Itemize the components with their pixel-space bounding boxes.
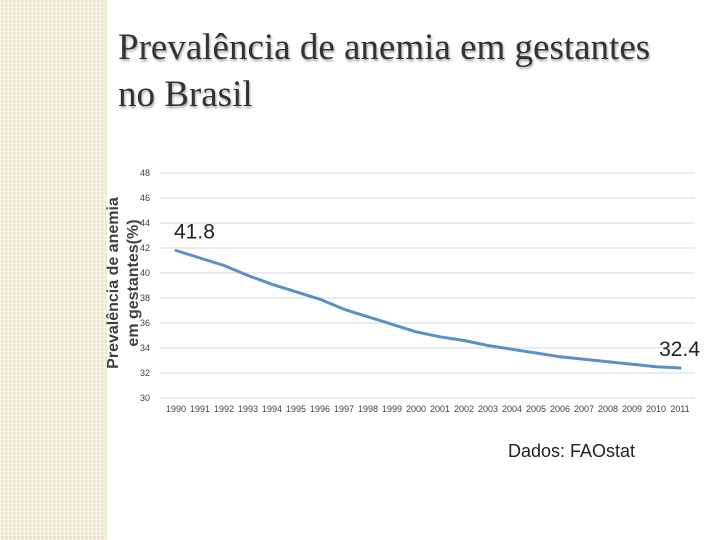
gridlines [160,172,695,399]
x-tick-label-2008: 2008 [598,404,618,414]
x-tick-label-2006: 2006 [550,404,570,414]
x-tick-label-2011: 2011 [670,404,689,414]
x-tick-label-2003: 2003 [478,404,498,414]
y-tick-label-30: 30 [140,393,150,403]
data-label-1990: 41.8 [174,221,215,244]
x-tick-label-1994: 1994 [262,404,282,414]
x-tick-label-1999: 1999 [382,404,402,414]
x-tick-label-1993: 1993 [238,404,258,414]
x-tick-label-2002: 2002 [454,404,474,414]
slide-title-line-1: Prevalência de anemia em gestantes [118,27,651,68]
series-line [174,249,682,370]
x-tick-label-2009: 2009 [622,404,642,414]
x-tick-label-2000: 2000 [406,404,426,414]
y-tick-label-48: 48 [140,168,150,178]
y-tick-label-42: 42 [140,243,150,253]
x-tick-label-1991: 1991 [190,404,210,414]
x-tick-label-1998: 1998 [358,404,378,414]
series-layer [174,249,682,370]
x-axis-ticks: 1990 1991 1992 1993 1994 1995 1996 1997 1998 1999… [166,404,690,414]
x-tick-label-2007: 2007 [574,404,594,414]
x-tick-label-1992: 1992 [214,404,234,414]
data-source-note: Dados: FAOstat [508,441,636,461]
x-tick-label-1996: 1996 [310,404,330,414]
y-tick-label-40: 40 [140,268,150,278]
x-tick-label-2005: 2005 [526,404,546,414]
data-labels: 41.8 32.4 [174,221,700,362]
x-tick-label-1995: 1995 [286,404,306,414]
decorative-side-band [0,0,107,540]
y-tick-label-44: 44 [140,218,150,228]
slide-title-line-2: no Brasil [118,74,253,115]
y-tick-label-34: 34 [140,343,150,353]
x-tick-label-2001: 2001 [430,404,450,414]
slide-title: Prevalência de anemia em gestantes no Br… [118,24,708,118]
x-tick-label-2004: 2004 [502,404,522,414]
data-label-2011: 32.4 [659,338,700,361]
y-tick-label-32: 32 [140,368,150,378]
y-tick-label-38: 38 [140,293,150,303]
x-tick-label-1990: 1990 [166,404,186,414]
y-axis-ticks: 30 32 34 36 38 40 42 44 46 48 [140,168,150,403]
y-tick-label-36: 36 [140,318,150,328]
x-tick-label-2010: 2010 [646,404,666,414]
y-tick-label-46: 46 [140,193,150,203]
x-tick-label-1997: 1997 [334,404,354,414]
